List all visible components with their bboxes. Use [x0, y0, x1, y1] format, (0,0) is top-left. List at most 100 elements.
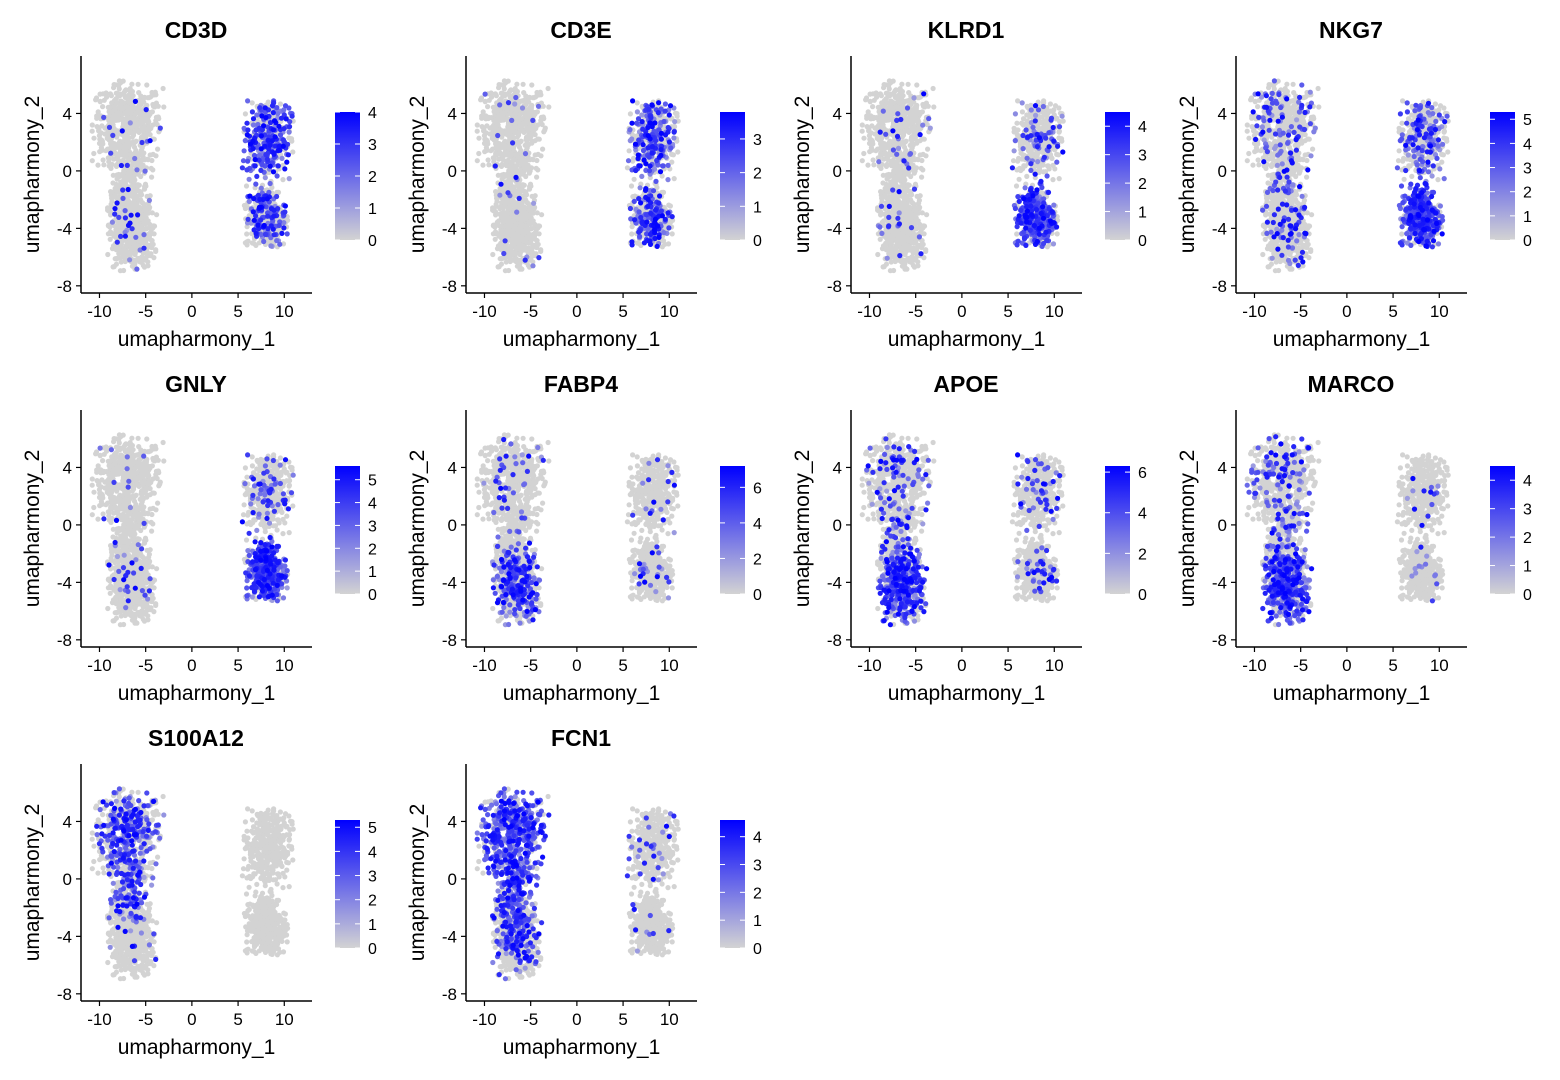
- cell-point: [94, 113, 100, 119]
- cell-point: [532, 152, 538, 158]
- cell-point: [133, 124, 139, 130]
- cell-point: [244, 132, 250, 138]
- cell-point: [118, 162, 124, 169]
- cell-point: [116, 247, 122, 253]
- cell-point: [271, 151, 277, 157]
- cell-point: [147, 138, 153, 144]
- cell-point: [257, 105, 263, 111]
- cell-point: [498, 90, 504, 96]
- cell-point: [871, 114, 877, 120]
- cell-point: [244, 231, 250, 237]
- cell-point: [645, 196, 651, 202]
- cell-point: [474, 128, 480, 134]
- cell-point: [526, 212, 532, 218]
- cell-point: [507, 205, 513, 211]
- cell-point: [120, 171, 126, 177]
- cell-point: [665, 241, 672, 247]
- cell-point: [129, 162, 135, 168]
- cell-point: [865, 162, 871, 168]
- cell-point: [149, 109, 155, 115]
- cell-point: [124, 133, 131, 139]
- cell-point: [495, 243, 502, 249]
- cell-point: [246, 176, 252, 182]
- cell-point: [110, 243, 117, 249]
- cell-point: [281, 225, 287, 231]
- cell-point: [133, 234, 139, 240]
- cell-point: [261, 123, 267, 129]
- cell-point: [505, 131, 511, 137]
- cell-point: [530, 263, 536, 269]
- cell-point: [639, 119, 645, 125]
- cell-point: [521, 182, 527, 188]
- cell-point: [491, 118, 497, 124]
- cell-point: [141, 99, 147, 105]
- cell-point: [268, 243, 274, 249]
- cell-point: [130, 140, 136, 146]
- cell-point: [160, 85, 166, 92]
- cell-point: [104, 135, 110, 141]
- cell-point: [274, 173, 280, 179]
- cell-point: [267, 142, 273, 148]
- cell-point: [893, 162, 899, 168]
- cell-point: [656, 100, 662, 106]
- cell-point: [513, 94, 519, 101]
- feature-panel-klrd1: KLRD1-10 -5 0 5 10-8-404umapharmony_1umaphar…: [791, 17, 1147, 351]
- cell-point: [637, 185, 643, 191]
- cell-point: [536, 255, 542, 261]
- cell-point: [147, 152, 153, 158]
- cell-point: [256, 204, 263, 210]
- cell-point: [244, 167, 250, 173]
- cell-point: [918, 165, 924, 171]
- cell-point: [509, 212, 516, 218]
- cell-point: [515, 140, 521, 146]
- cell-point: [501, 78, 507, 84]
- cell-point: [861, 150, 867, 157]
- cell-point: [151, 136, 157, 142]
- cell-point: [481, 140, 488, 146]
- cell-point: [671, 129, 677, 135]
- cell-point: [648, 115, 654, 121]
- cell-point: [501, 250, 507, 257]
- cell-point: [513, 205, 519, 211]
- cell-point: [112, 211, 118, 217]
- cell-point: [146, 234, 152, 240]
- cell-point: [111, 233, 117, 239]
- cell-point: [251, 217, 257, 223]
- cell-point: [244, 120, 250, 126]
- cell-point: [144, 82, 150, 88]
- cell-point: [513, 256, 519, 262]
- cell-point: [134, 167, 140, 173]
- cell-point: [114, 128, 120, 134]
- cell-point: [252, 163, 258, 169]
- cell-point: [112, 142, 118, 148]
- cell-point: [250, 116, 257, 122]
- cell-point: [866, 133, 872, 139]
- cell-point: [658, 136, 664, 142]
- cell-point: [899, 88, 905, 95]
- cell-point: [89, 128, 95, 134]
- cell-point: [669, 214, 675, 220]
- cell-point: [252, 157, 258, 163]
- cell-point: [289, 138, 295, 144]
- cell-point: [522, 244, 528, 250]
- cell-point: [541, 116, 547, 122]
- cell-point: [117, 268, 123, 274]
- cell-point: [902, 111, 908, 117]
- cell-point: [539, 212, 545, 218]
- cell-point: [132, 111, 138, 117]
- cell-point: [495, 132, 501, 139]
- cell-point: [546, 104, 552, 110]
- cell-point: [521, 169, 527, 175]
- cell-point: [119, 100, 125, 106]
- cell-point: [518, 215, 524, 222]
- cell-point: [269, 103, 276, 109]
- cell-point: [111, 107, 117, 113]
- cell-point: [632, 217, 638, 223]
- cell-point: [241, 148, 247, 154]
- cell-point: [141, 204, 147, 210]
- cell-point: [138, 191, 144, 197]
- cell-point: [520, 81, 526, 87]
- cell-point: [250, 146, 256, 152]
- cell-point: [247, 193, 253, 199]
